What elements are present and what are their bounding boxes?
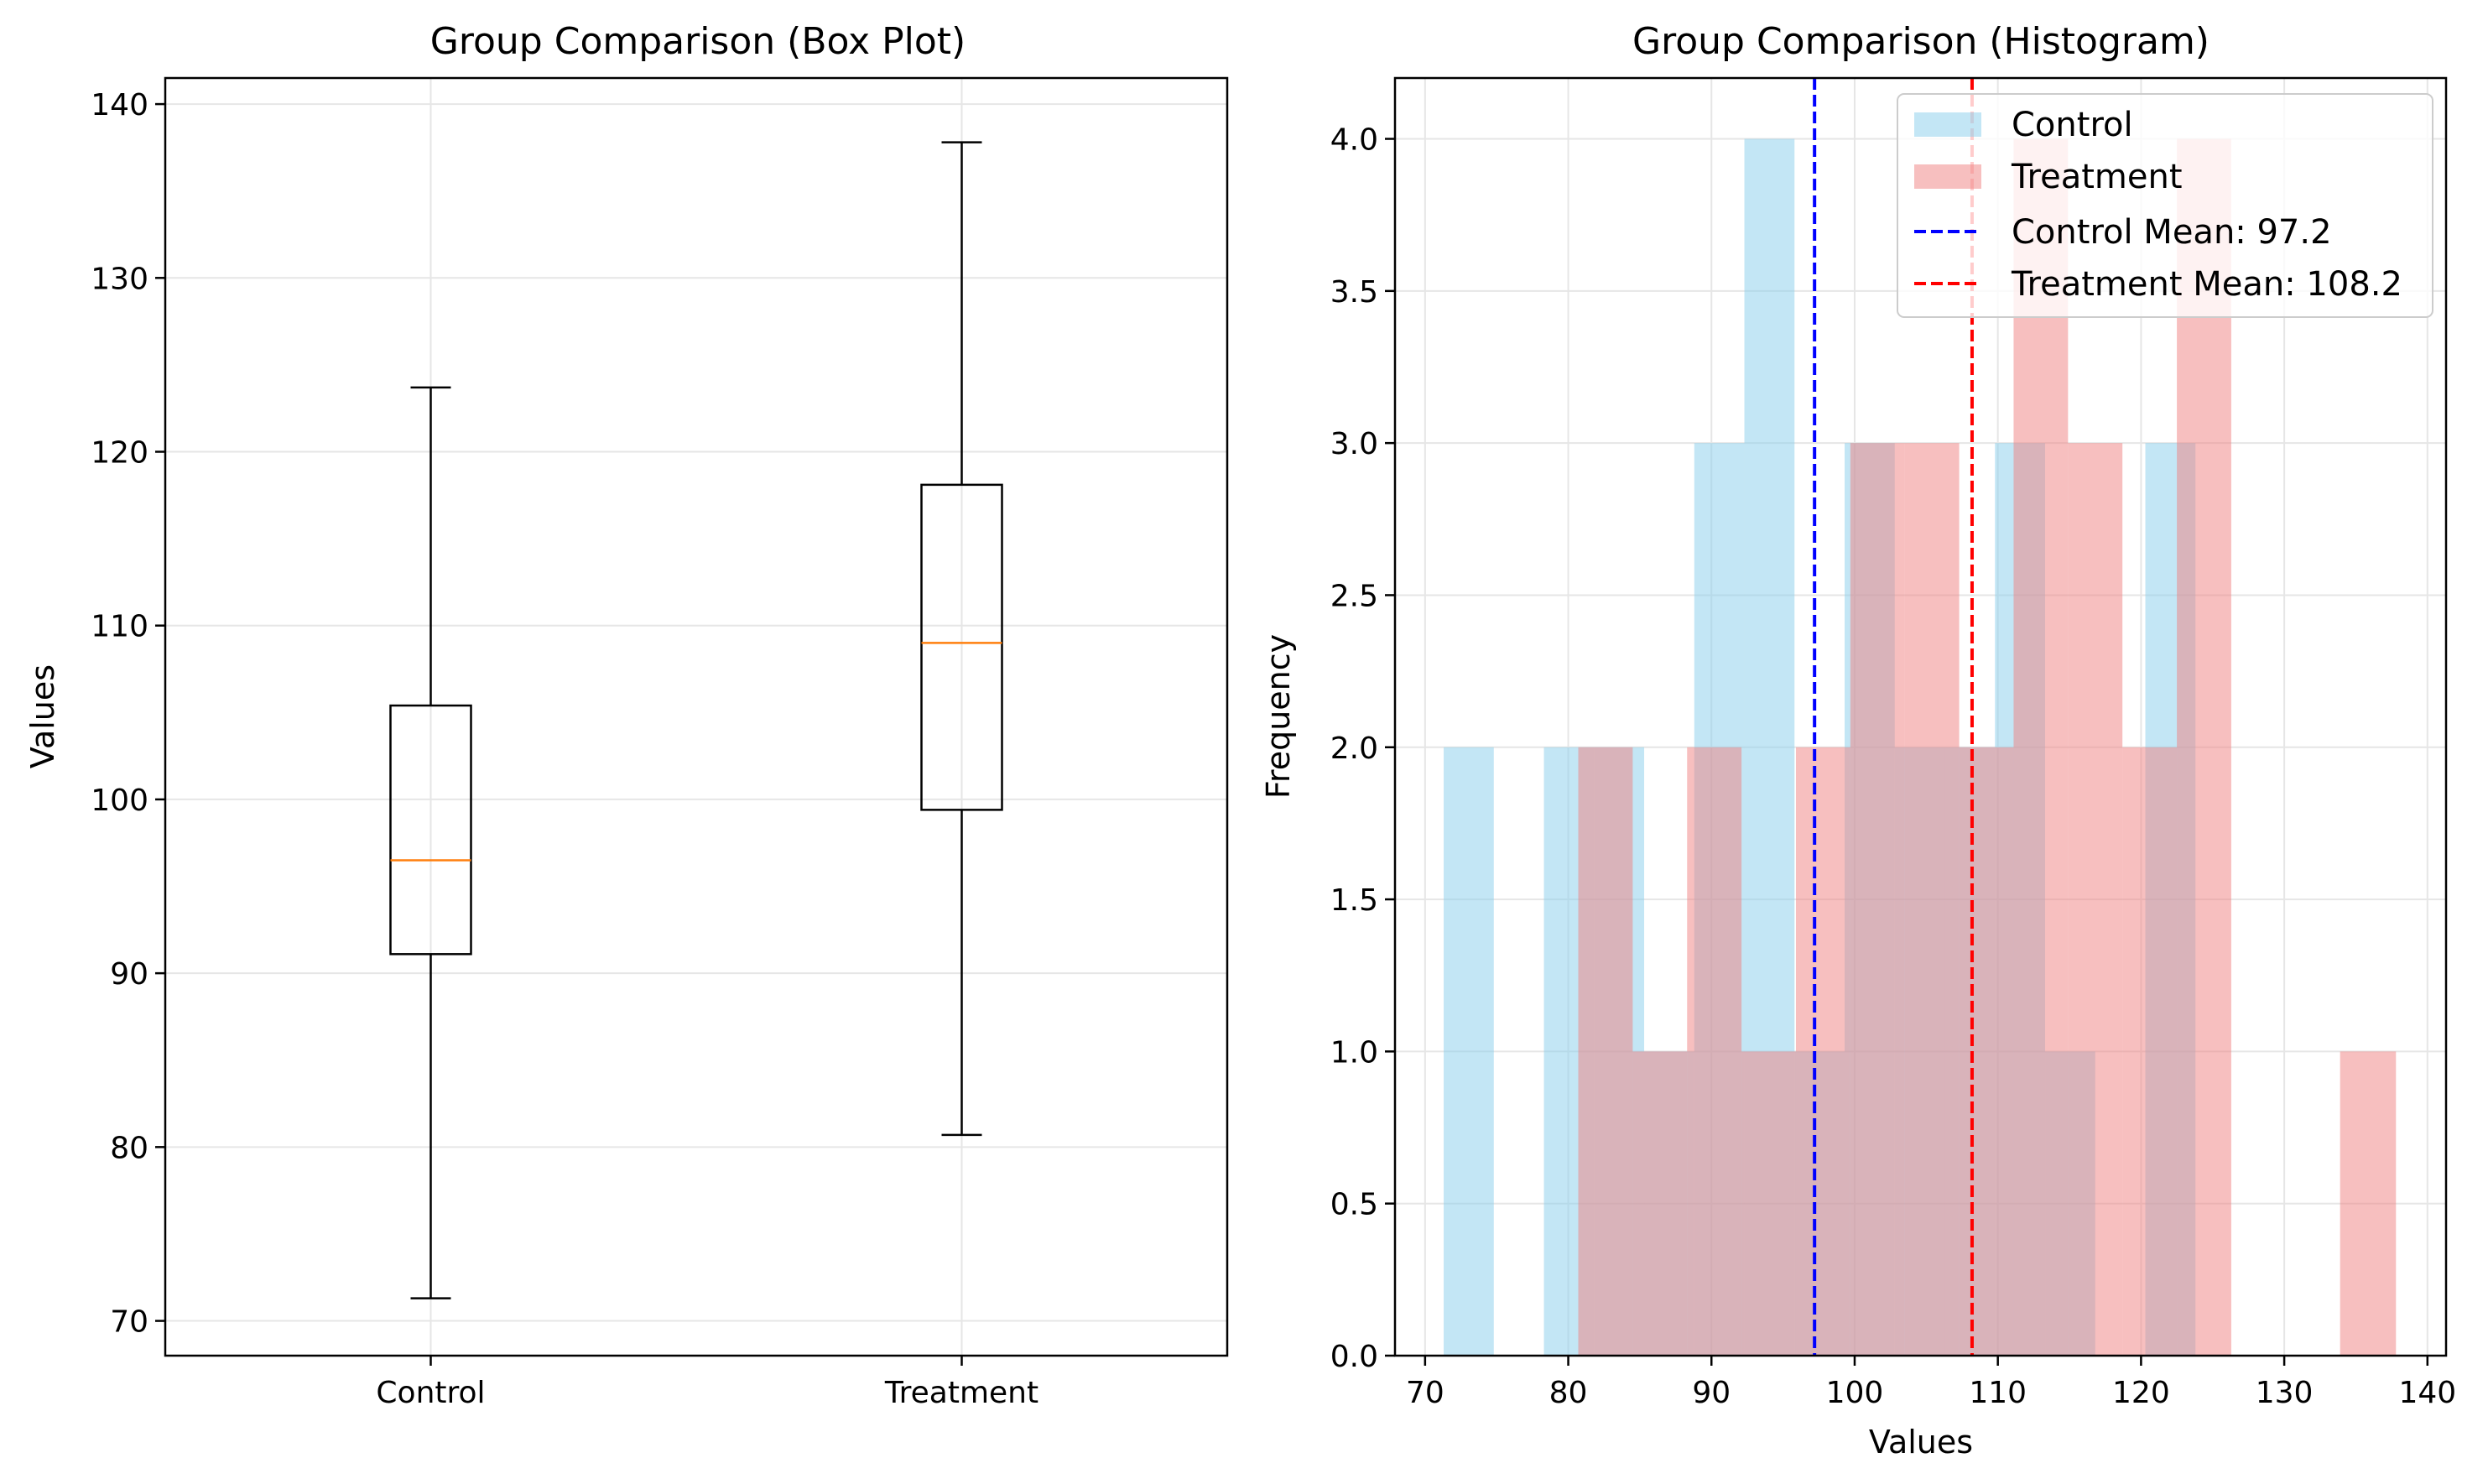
interquartile-box	[920, 483, 1003, 811]
histogram-bar	[1850, 443, 1905, 1356]
box-plot-marks	[389, 141, 1003, 1299]
histogram-series-treatment	[1578, 138, 2397, 1356]
x-tick-label: Control	[376, 1376, 485, 1410]
histogram-y-axis-label: Frequency	[1260, 634, 1297, 799]
y-tick-label: 1.0	[1330, 1035, 1378, 1070]
y-tick-label: 2.0	[1330, 732, 1378, 766]
box-plot-grid	[165, 78, 1227, 1356]
histogram-bars	[1444, 138, 2397, 1356]
y-tick-label: 130	[91, 262, 148, 296]
y-tick-label: 4.0	[1330, 123, 1378, 158]
y-tick-label: 2.5	[1330, 579, 1378, 613]
x-tick-label: 110	[1969, 1376, 2027, 1410]
legend-label-treatment: Treatment	[2011, 158, 2183, 196]
histogram-x-axis-label: Values	[1869, 1424, 1973, 1461]
box-plot-y-ticks: 70 80 90 100 110 120 130 140	[91, 88, 165, 1340]
y-tick-label: 100	[91, 784, 148, 818]
box-plot-title: Group Comparison (Box Plot)	[430, 20, 966, 63]
histogram-bar	[1741, 1051, 1796, 1356]
histogram-title: Group Comparison (Histogram)	[1632, 20, 2210, 63]
histogram-bar	[1795, 747, 1850, 1356]
histogram-x-ticks: 70 80 90 100 110 120 130 140	[1406, 1356, 2456, 1410]
histogram-y-ticks: 0.0 0.5 1.0 1.5 2.0 2.5 3.0 3.5 4.0	[1330, 123, 1395, 1374]
histogram-bar	[2122, 747, 2178, 1356]
x-tick-label: 120	[2112, 1376, 2170, 1410]
y-tick-label: 3.0	[1330, 427, 1378, 461]
box-control	[389, 386, 472, 1299]
histogram-bar	[2068, 443, 2123, 1356]
legend-swatch-treatment	[1914, 164, 1981, 189]
y-tick-label: 80	[110, 1131, 148, 1165]
histogram-frame	[1393, 76, 2448, 1357]
histogram-bar	[1687, 747, 1742, 1356]
legend-label-control-mean: Control Mean: 97.2	[2012, 213, 2332, 252]
box-plot-x-ticks: Control Treatment	[376, 1356, 1038, 1410]
y-tick-label: 90	[110, 957, 148, 992]
y-tick-label: 110	[91, 610, 148, 644]
y-tick-label: 0.0	[1330, 1340, 1378, 1374]
histogram-bar	[1444, 747, 1494, 1356]
histogram-bar	[1578, 747, 1633, 1356]
histogram-bar	[2013, 138, 2069, 1356]
legend-box	[1897, 93, 2433, 318]
box-treatment	[920, 141, 1003, 1137]
x-tick-label: 90	[1692, 1376, 1731, 1410]
histogram-legend: Control Treatment Control Mean: 97.2 Tre…	[1897, 93, 2433, 318]
x-tick-label: 80	[1549, 1376, 1588, 1410]
y-tick-label: 70	[110, 1305, 148, 1340]
x-tick-label: 100	[1826, 1376, 1884, 1410]
histogram-bar	[1904, 443, 1960, 1356]
box-plot-frame	[164, 76, 1229, 1357]
x-tick-label: 130	[2256, 1376, 2314, 1410]
legend-label-control: Control	[2012, 106, 2133, 144]
legend-swatch-control	[1914, 112, 1981, 137]
box-plot-y-axis-label: Values	[24, 664, 61, 768]
y-tick-label: 1.5	[1330, 883, 1378, 918]
x-tick-label: Treatment	[884, 1376, 1038, 1410]
histogram-bar	[2177, 138, 2231, 1356]
x-tick-label: 140	[2398, 1376, 2456, 1410]
y-tick-label: 3.5	[1330, 275, 1378, 310]
histogram-bar	[1959, 747, 2014, 1356]
histogram-bar	[1632, 1051, 1688, 1356]
y-tick-label: 140	[91, 88, 148, 122]
x-tick-label: 70	[1406, 1376, 1444, 1410]
histogram-panel: Group Comparison (Histogram) 0.0 0.5 1.0 1.…	[1260, 20, 2456, 1461]
legend-label-treatment-mean: Treatment Mean: 108.2	[2011, 265, 2402, 304]
y-tick-label: 0.5	[1330, 1188, 1378, 1222]
y-tick-label: 120	[91, 436, 148, 471]
box-plot-panel: Group Comparison (Box Plot) 70 80 90 100 110…	[24, 20, 1229, 1410]
histogram-bar	[2340, 1051, 2397, 1356]
interquartile-box	[389, 704, 472, 955]
